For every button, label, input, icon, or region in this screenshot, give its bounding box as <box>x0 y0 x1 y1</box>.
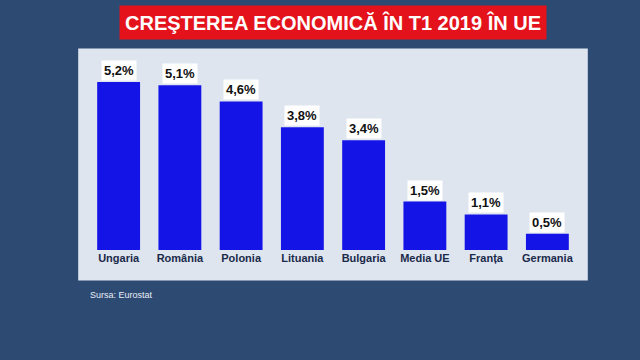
svg-text:Sursa: Eurostat: Sursa: Eurostat <box>90 290 153 300</box>
svg-text:Lituania: Lituania <box>281 252 324 264</box>
svg-text:Franța: Franța <box>469 252 504 264</box>
svg-text:0,5%: 0,5% <box>532 215 562 230</box>
svg-text:Bulgaria: Bulgaria <box>342 252 387 264</box>
svg-text:3,4%: 3,4% <box>349 121 379 136</box>
svg-text:5,2%: 5,2% <box>104 63 134 78</box>
svg-text:România: România <box>157 252 204 264</box>
svg-text:1,1%: 1,1% <box>471 195 501 210</box>
svg-text:Ungaria: Ungaria <box>98 252 140 264</box>
svg-text:Polonia: Polonia <box>221 252 262 264</box>
svg-text:1,5%: 1,5% <box>410 183 440 198</box>
svg-text:Germania: Germania <box>522 252 574 264</box>
svg-text:CREŞTEREA ECONOMICĂ ÎN T1 2019: CREŞTEREA ECONOMICĂ ÎN T1 2019 ÎN UE <box>125 11 541 34</box>
svg-text:3,8%: 3,8% <box>287 108 317 123</box>
svg-text:5,1%: 5,1% <box>165 66 195 81</box>
svg-text:4,6%: 4,6% <box>226 82 256 97</box>
svg-text:Media UE: Media UE <box>400 252 450 264</box>
